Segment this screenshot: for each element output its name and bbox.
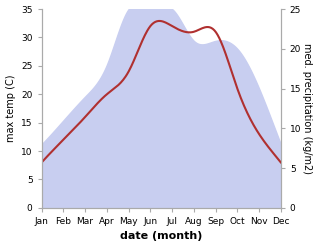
Y-axis label: med. precipitation (kg/m2): med. precipitation (kg/m2) — [302, 43, 313, 174]
X-axis label: date (month): date (month) — [120, 231, 203, 242]
Y-axis label: max temp (C): max temp (C) — [5, 75, 16, 142]
